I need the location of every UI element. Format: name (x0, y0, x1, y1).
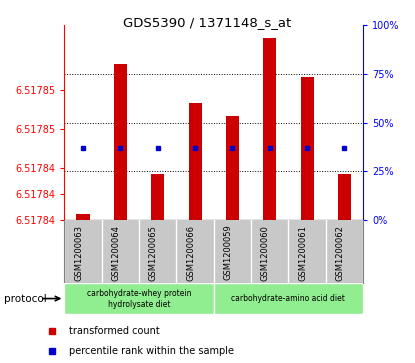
Bar (114, 64, 127, 220)
Text: GSM1200064: GSM1200064 (111, 225, 120, 281)
Bar (188, 103, 202, 220)
Bar (338, 174, 351, 220)
Bar (151, 174, 164, 220)
Text: GSM1200066: GSM1200066 (186, 225, 195, 281)
Text: GSM1200061: GSM1200061 (298, 225, 307, 281)
Text: protocol: protocol (4, 294, 47, 304)
Text: carbohydrate-amino acid diet: carbohydrate-amino acid diet (232, 294, 345, 303)
Text: transformed count: transformed count (69, 326, 160, 336)
Text: GSM1200062: GSM1200062 (335, 225, 344, 281)
Text: carbohydrate-whey protein
hydrolysate diet: carbohydrate-whey protein hydrolysate di… (87, 289, 191, 309)
Text: GSM1200063: GSM1200063 (74, 225, 83, 281)
Bar (263, 38, 276, 220)
Bar (226, 116, 239, 220)
Text: percentile rank within the sample: percentile rank within the sample (69, 346, 234, 356)
Bar (300, 77, 314, 220)
Text: GSM1200059: GSM1200059 (223, 225, 232, 281)
Text: GDS5390 / 1371148_s_at: GDS5390 / 1371148_s_at (123, 16, 292, 29)
Bar (214, 283, 363, 314)
Bar (64, 283, 214, 314)
Bar (76, 215, 90, 220)
Text: GSM1200060: GSM1200060 (261, 225, 270, 281)
Text: GSM1200065: GSM1200065 (149, 225, 158, 281)
